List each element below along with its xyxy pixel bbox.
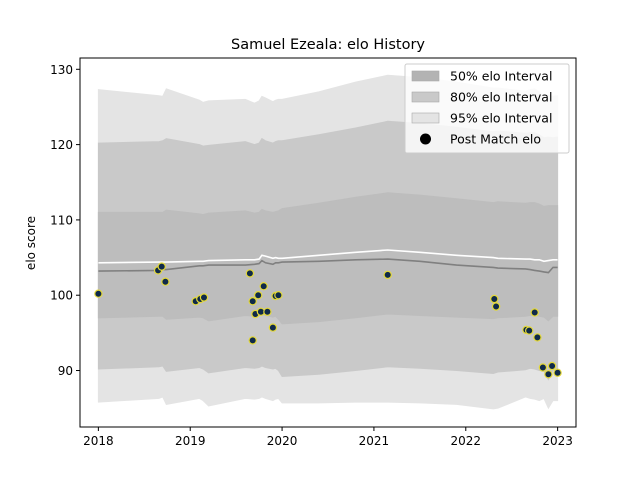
band-3 (97, 192, 559, 325)
post-match-point (161, 277, 170, 286)
y-tick-label: 110 (50, 213, 73, 227)
legend-label: 80% elo Interval (450, 90, 552, 105)
elo-line-3 (98, 258, 558, 274)
y-tick-label: 90 (58, 364, 73, 378)
elo-lines (98, 249, 558, 274)
post-match-point (248, 297, 257, 306)
x-axis: 2018 2019 2020 2021 2022 2023 (83, 427, 573, 448)
y-axis: 90 100 110 120 130 (50, 63, 80, 378)
post-match-points (94, 262, 562, 379)
post-match-point (491, 302, 501, 311)
legend-swatch (411, 91, 440, 103)
post-match-point (274, 291, 283, 300)
post-match-point (544, 370, 553, 379)
legend-label: 50% elo Interval (450, 69, 552, 84)
y-tick-label: 100 (50, 289, 73, 303)
post-match-point (525, 326, 534, 335)
post-match-point (547, 361, 557, 371)
elo-line-4 (98, 249, 558, 264)
x-tick-label: 2021 (359, 434, 390, 448)
legend-label: 95% elo Interval (450, 111, 552, 126)
y-axis-title: elo score (24, 216, 38, 270)
legend-swatch (411, 70, 440, 82)
post-match-point (248, 336, 257, 345)
post-match-point (94, 289, 103, 298)
y-tick-label: 120 (50, 138, 73, 152)
legend-swatch (411, 112, 440, 124)
post-match-point (259, 282, 268, 291)
post-match-point (490, 294, 499, 304)
post-match-point (538, 363, 548, 372)
x-tick-label: 2019 (175, 434, 206, 448)
chart-title: Samuel Ezeala: elo History (231, 37, 425, 53)
x-tick-label: 2023 (542, 434, 573, 448)
legend-label: Post Match elo (450, 132, 541, 147)
legend-marker (420, 133, 431, 145)
post-match-point (383, 270, 392, 280)
post-match-point (533, 333, 542, 342)
legend: 50% elo Interval 80% elo Interval 95% elo … (404, 63, 570, 154)
post-match-point (254, 291, 263, 300)
post-match-point (553, 368, 562, 377)
post-match-point (157, 262, 166, 271)
post-match-point (268, 323, 278, 332)
post-match-point (530, 308, 539, 317)
x-tick-label: 2022 (451, 434, 482, 448)
plot-frame (79, 57, 577, 428)
x-tick-label: 2020 (267, 434, 298, 448)
y-tick-label: 130 (50, 63, 73, 77)
plot-area (79, 57, 577, 428)
interval-bands (97, 74, 559, 410)
x-tick-label: 2018 (83, 434, 114, 448)
post-match-point (245, 269, 255, 278)
post-match-point (199, 293, 209, 302)
legend-frame (404, 63, 570, 154)
post-match-point (263, 307, 272, 316)
